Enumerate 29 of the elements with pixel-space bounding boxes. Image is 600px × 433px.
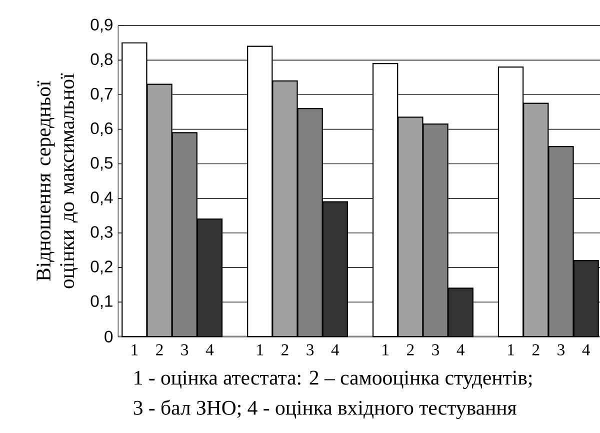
y-tick-label: 0,5 xyxy=(90,156,113,171)
x-tick-label: 3 xyxy=(558,344,564,356)
y-tick-label: 0 xyxy=(104,330,113,342)
y-tick-label: 0,9 xyxy=(90,18,112,32)
y-tick-label: 0,6 xyxy=(90,122,112,136)
x-tick-label: 2 xyxy=(156,344,163,356)
y-tick-label: 0,4 xyxy=(90,191,113,206)
y-tick-label: 0,1 xyxy=(90,295,112,309)
x-tick-label: 4 xyxy=(206,344,214,356)
x-tick-label: 2 xyxy=(407,344,414,356)
y-tick-label: 0,7 xyxy=(90,88,112,102)
x-tick-label: 2 xyxy=(532,344,540,356)
x-tick-label: 1 xyxy=(382,344,388,356)
x-tick-label: 4 xyxy=(456,344,464,356)
x-tick-label: 1 xyxy=(508,344,514,356)
text: 3 - бал ЗНО; 4 - оцінка вхідного тестування xyxy=(134,400,516,420)
x-tick-label: 4 xyxy=(331,344,340,356)
text: 1 - оцінка атестата: 2 – самооцінка студентів; xyxy=(134,370,532,389)
x-tick-label: 4 xyxy=(582,344,590,356)
x-tick-label: 2 xyxy=(282,344,288,356)
y-tick-label: 0,8 xyxy=(90,53,112,67)
x-tick-label: 3 xyxy=(432,344,440,356)
x-tick-label: 3 xyxy=(181,344,188,356)
x-tick-label: 1 xyxy=(257,344,264,356)
x-tick-label: 3 xyxy=(306,344,314,356)
y-axis-title: Відношення середньої оцінки до максимальної xyxy=(36,73,78,288)
y-tick-label: 0,2 xyxy=(90,260,112,274)
y-tick-label: 0,3 xyxy=(90,226,112,240)
x-tick-label: 1 xyxy=(132,344,138,356)
